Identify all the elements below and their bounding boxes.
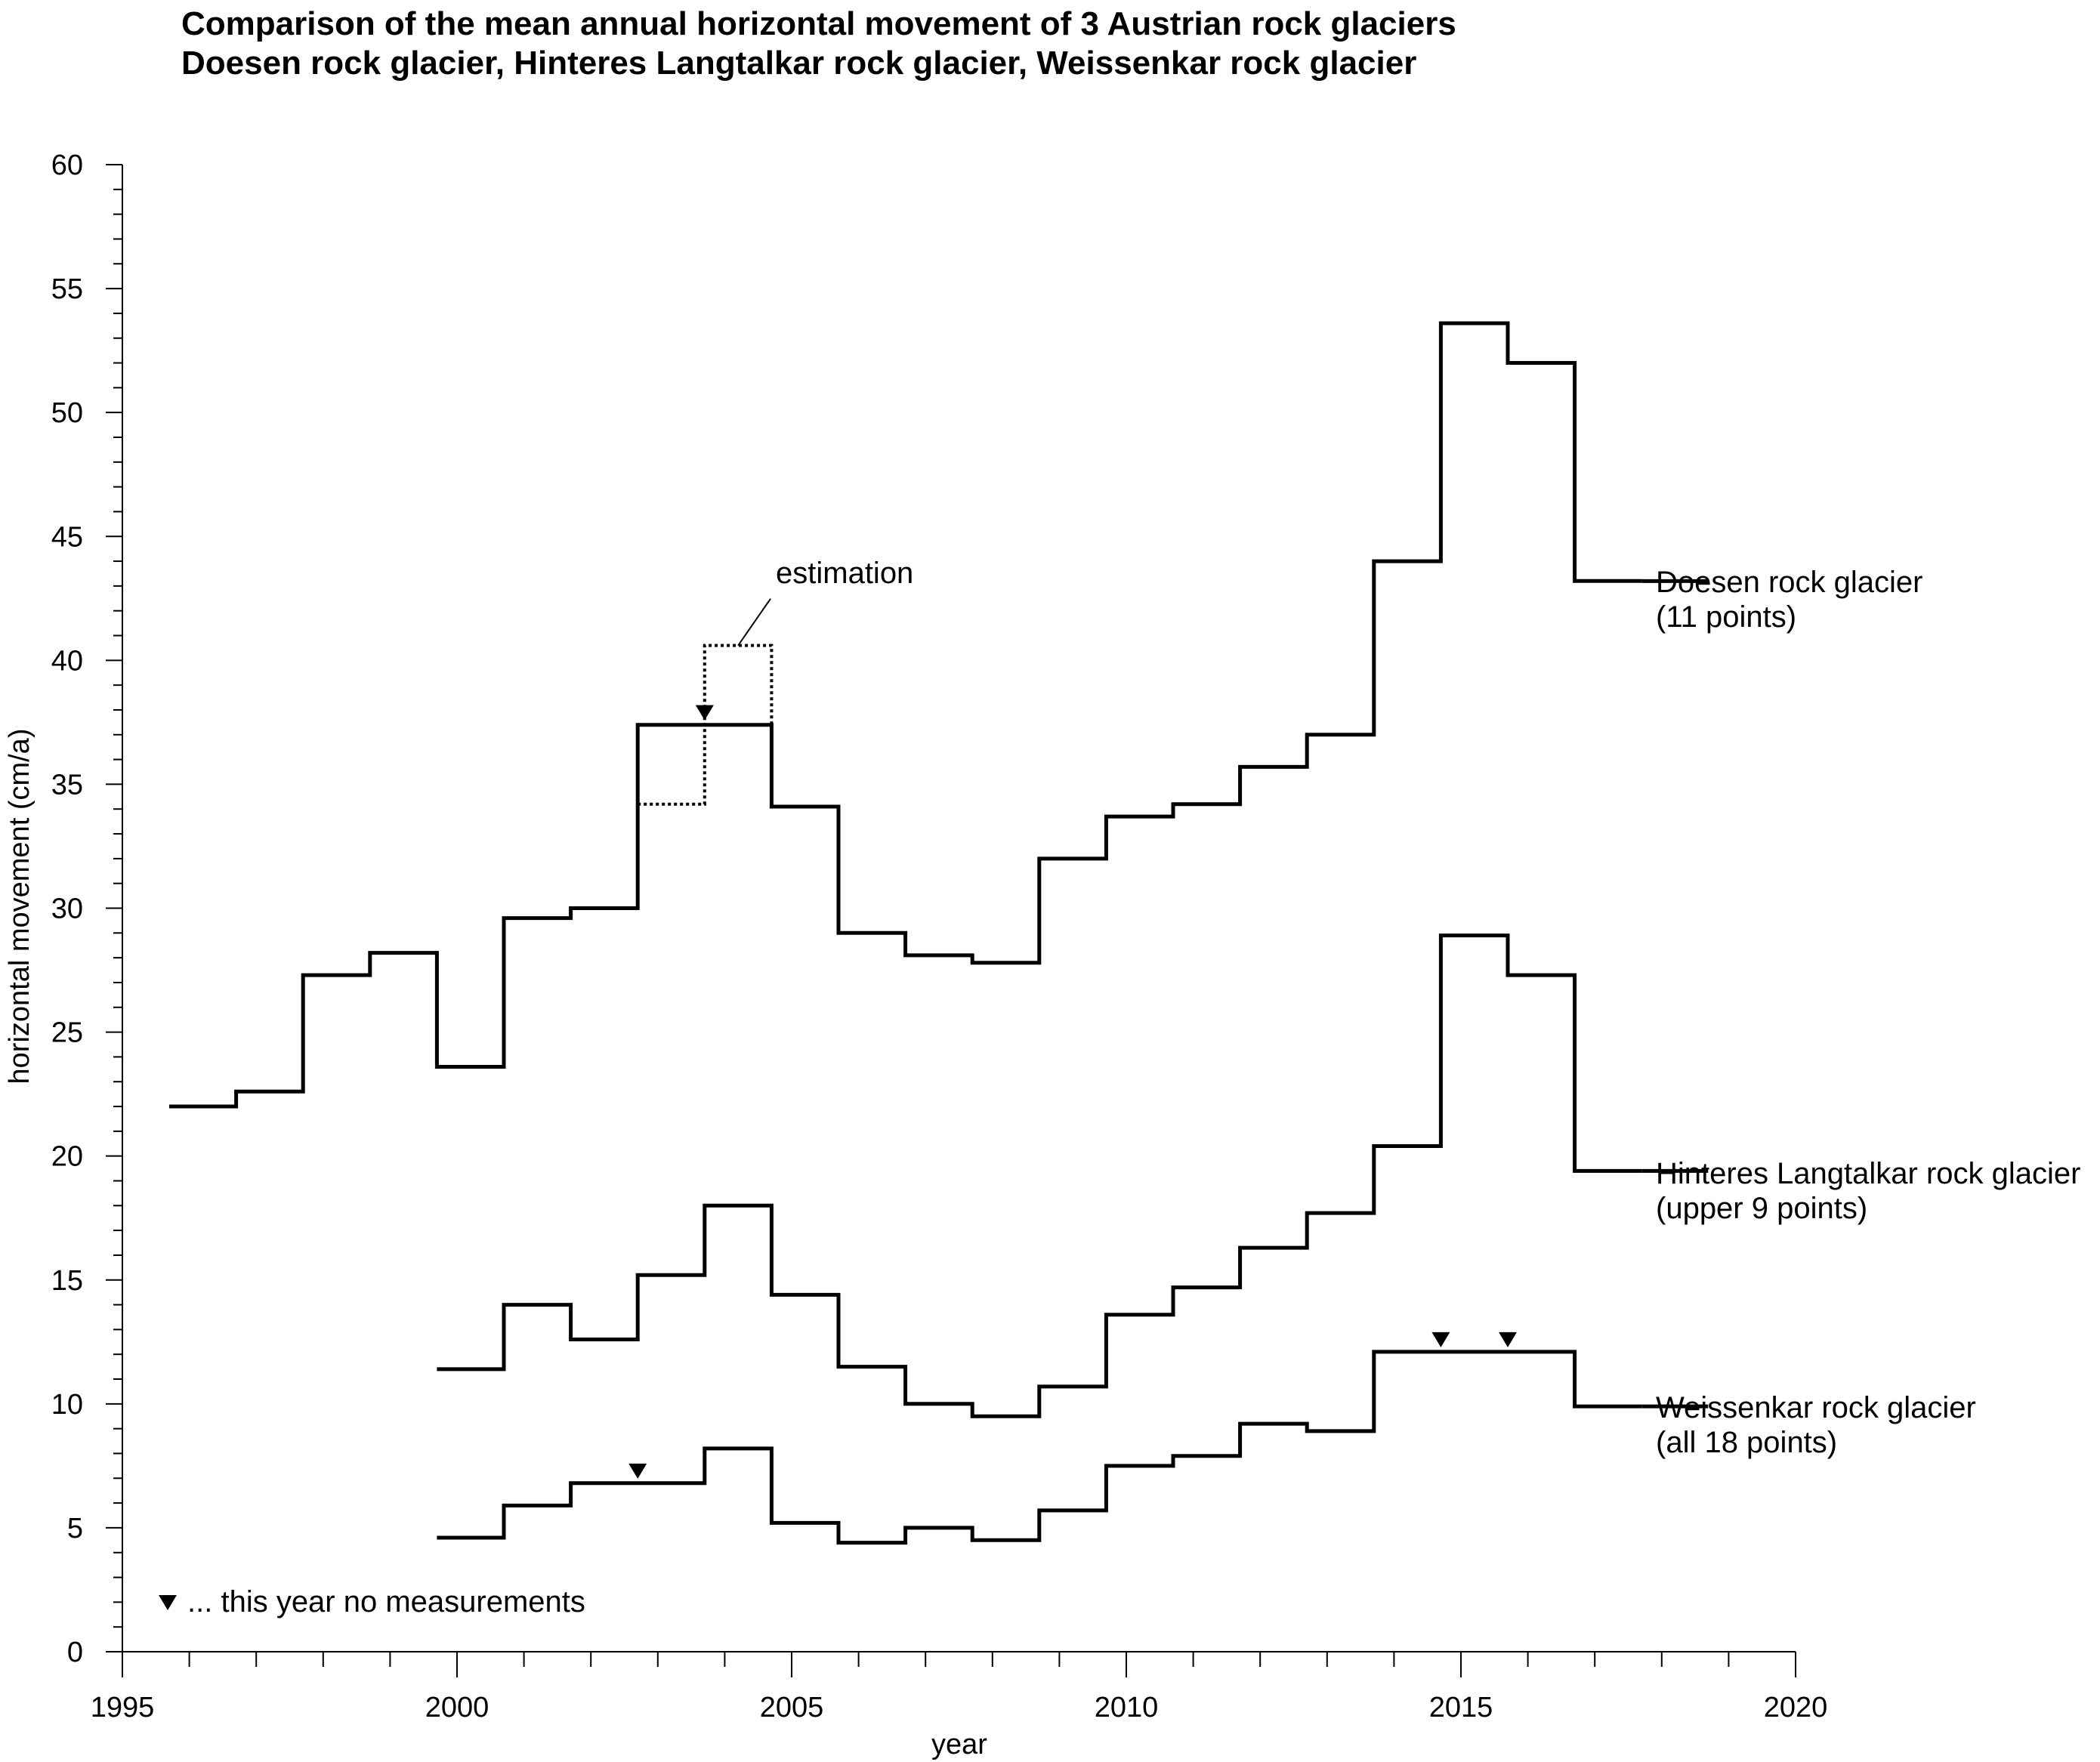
y-tick-label: 10 (51, 1389, 83, 1421)
x-tick-label: 2015 (1429, 1692, 1493, 1723)
chart-subtitle: Doesen rock glacier, Hinteres Langtalkar… (181, 45, 1416, 82)
x-tick-label: 2005 (760, 1692, 824, 1723)
y-tick-label: 0 (67, 1637, 83, 1668)
chart-title: Comparison of the mean annual horizontal… (181, 5, 1456, 42)
y-tick-label: 30 (51, 893, 83, 925)
weissenkar-label-line1: Weissenkar rock glacier (1656, 1391, 1976, 1424)
x-tick-label: 1995 (91, 1692, 155, 1723)
y-tick-label: 50 (51, 397, 83, 429)
x-tick-label: 2000 (425, 1692, 489, 1723)
y-tick-label: 45 (51, 521, 83, 553)
no-measurement-marker (695, 705, 714, 721)
y-tick-label: 60 (51, 150, 83, 181)
y-axis-label: horizontal movement (cm/a) (4, 729, 36, 1085)
y-tick-label: 20 (51, 1141, 83, 1173)
langtalkar-series-line (437, 933, 1642, 1418)
langtalkar-label-line1: Hinteres Langtalkar rock glacier (1656, 1157, 2080, 1190)
doesen-label-line2: (11 points) (1656, 600, 1796, 634)
y-tick-label: 25 (51, 1017, 83, 1049)
langtalkar-label-line2: (upper 9 points) (1656, 1192, 1867, 1225)
series-layer (159, 321, 1709, 1610)
no-measurement-marker (1499, 1332, 1518, 1347)
y-tick-label: 15 (51, 1265, 83, 1297)
estimation-dotted-line (638, 643, 774, 806)
legend-marker (159, 1595, 177, 1610)
weissenkar-series-line (437, 1350, 1642, 1545)
x-axis-label: year (931, 1729, 987, 1760)
y-tick-label: 55 (51, 273, 83, 305)
x-tick-label: 2010 (1095, 1692, 1159, 1723)
estimation-leader (737, 598, 771, 646)
no-measurement-marker (1431, 1332, 1450, 1347)
axes: 0 5 10 15 20 25 30 35 40 45 50 55 60 1995 2000 2005 2010… (51, 150, 1828, 1723)
y-tick-label: 5 (67, 1513, 83, 1544)
y-tick-label: 35 (51, 769, 83, 801)
no-measurement-marker (628, 1463, 647, 1479)
doesen-label-line1: Doesen rock glacier (1656, 566, 1923, 599)
doesen-series-line (169, 321, 1642, 1109)
y-tick-label: 40 (51, 645, 83, 677)
legend-note: ... this year no measurements (187, 1585, 585, 1619)
weissenkar-label-line2: (all 18 points) (1656, 1426, 1837, 1459)
estimation-label: estimation (776, 557, 913, 590)
x-tick-label: 2020 (1764, 1692, 1828, 1723)
